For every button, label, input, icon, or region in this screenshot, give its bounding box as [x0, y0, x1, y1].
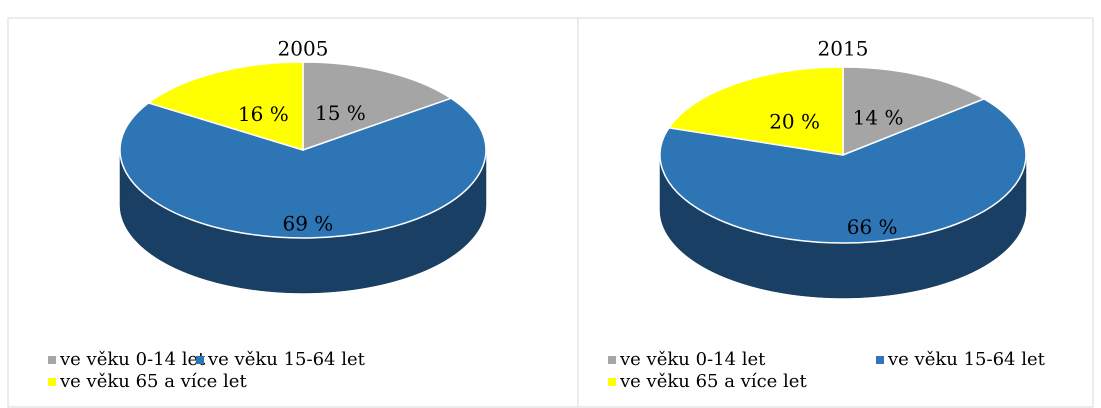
legend-label: ve věku 0-14 let: [59, 349, 206, 370]
data-label: 15 %: [315, 101, 366, 125]
data-label: 69 %: [282, 211, 333, 235]
data-label: 20 %: [769, 109, 820, 133]
pie-slice: [842, 66, 986, 157]
legend-swatch: [608, 378, 616, 386]
legend-label: ve věku 0-14 let: [619, 349, 766, 370]
legend-swatch: [196, 356, 204, 364]
pie-slice: [302, 61, 453, 152]
pie-slice: [146, 61, 304, 152]
legend-swatch: [608, 356, 616, 364]
pie-slice: [119, 97, 487, 239]
legend-swatch: [48, 378, 56, 386]
pie-slice: [659, 98, 1027, 244]
legend-label: ve věku 15-64 let: [887, 349, 1046, 370]
data-label: 16 %: [238, 102, 289, 126]
legend-swatch: [48, 356, 56, 364]
legend-label: ve věku 65 a více let: [59, 371, 247, 392]
chart-title: 2015: [818, 37, 869, 61]
pie-slice: [667, 66, 844, 156]
legend-label: ve věku 65 a více let: [619, 371, 807, 392]
data-label: 66 %: [847, 215, 898, 239]
legend-swatch: [876, 356, 884, 364]
chart-title: 2005: [278, 37, 329, 61]
legend-label: ve věku 15-64 let: [207, 349, 366, 370]
data-label: 14 %: [853, 106, 904, 130]
